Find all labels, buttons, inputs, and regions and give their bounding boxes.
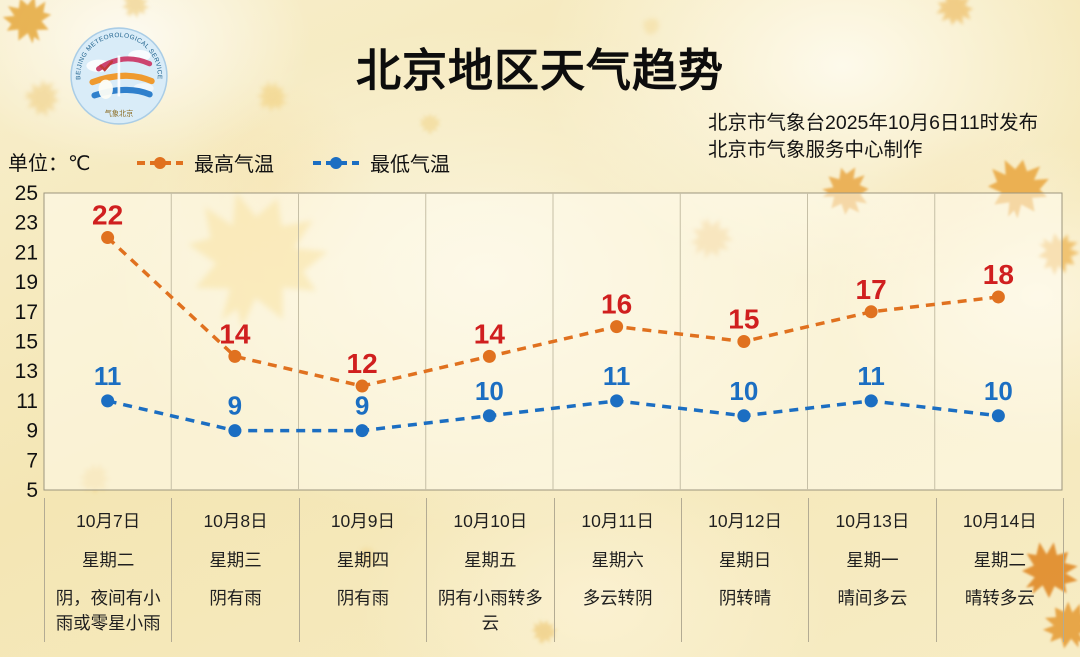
weather-label: 阴有小雨转多云 — [437, 588, 543, 634]
weekday-label: 星期三 — [209, 550, 262, 570]
min-temp-line — [107, 399, 999, 433]
logo-bottom-text: 气象北京 — [105, 109, 134, 118]
forecast-day-cell: 10月8日星期三阴有雨 — [172, 498, 300, 642]
min-temp-label: 10 — [475, 376, 504, 406]
y-axis-tick: 23 — [15, 212, 38, 235]
max-temp-label: 14 — [474, 318, 506, 349]
min-temp-point — [355, 424, 369, 438]
weekday-label: 星期二 — [81, 550, 135, 570]
forecast-day-cell: 10月11日 星期六多云转阴 — [555, 498, 682, 642]
max-temp-point — [228, 349, 242, 363]
min-temp-point — [101, 394, 115, 408]
weather-label: 阴转晴 — [718, 588, 772, 608]
y-axis-tick: 15 — [15, 331, 38, 354]
forecast-day-cell: 10月13日 星期一晴间多云 — [809, 498, 937, 642]
weekday-label: 星期四 — [336, 550, 390, 570]
max-temp-label: 15 — [728, 304, 759, 335]
date-label: 10月13日 — [835, 511, 910, 531]
forecast-day-cell: 10月7日星期二阴，夜间有小雨或零星小雨 — [45, 498, 173, 642]
legend-label-max: 最高气温 — [194, 154, 274, 176]
max-temp-point — [991, 290, 1005, 304]
date-label: 10月10日 — [453, 511, 528, 531]
max-temp-label: 22 — [92, 200, 123, 231]
weekday-label: 星期一 — [846, 550, 899, 570]
date-label: 10月8日 — [203, 511, 268, 531]
y-axis-tick: 17 — [15, 301, 38, 324]
weather-label: 阴，夜间有小雨或零星小雨 — [55, 588, 161, 634]
min-temp-label: 10 — [984, 376, 1013, 406]
unit-label: 单位：℃ — [8, 153, 91, 175]
weekday-label: 星期二 — [973, 550, 1027, 570]
weekday-label: 星期六 — [591, 550, 644, 570]
y-axis-tick: 13 — [15, 360, 38, 383]
date-label: 10月9日 — [330, 511, 396, 531]
weather-label: 阴有雨 — [336, 588, 390, 608]
logo-bulb-icon — [98, 79, 113, 99]
y-axis-tick: 19 — [15, 271, 38, 294]
max-temp-label: 12 — [347, 348, 378, 379]
max-temp-label: 16 — [601, 289, 632, 320]
min-temp-label: 10 — [729, 376, 758, 406]
weekday-label: 星期日 — [718, 550, 772, 570]
max-temp-label: 18 — [983, 259, 1014, 290]
weather-label: 多云转阴 — [582, 588, 653, 608]
logo-orange-swoosh — [89, 72, 155, 86]
min-temp-label: 11 — [857, 361, 885, 391]
min-temp-line-swatch — [313, 156, 359, 169]
beijing-meteorological-logo: BEIJING METEOROLOGICAL SERVICE 气象北京 — [70, 27, 168, 125]
min-temp-label: 9 — [228, 391, 242, 421]
forecast-table: 10月7日 星期二 阴，夜间有小雨或零星小雨 10月8日 星期三 阴有雨 10月9日 星期四阴… — [44, 498, 1064, 642]
page-title: 北京地区天气趋势 — [355, 45, 724, 96]
weather-label: 阴有雨 — [209, 588, 262, 608]
min-temp-point — [228, 424, 242, 438]
max-temp-line — [106, 236, 999, 388]
min-temp-point — [864, 394, 878, 408]
publisher-info: 北京市气象台2025年10月6日11时发布 北京市气象服务中心制作 — [708, 110, 1038, 164]
max-temp-point — [482, 349, 496, 363]
publisher-line-2: 北京市气象服务中心制作 — [708, 139, 923, 161]
min-temp-point — [482, 409, 496, 423]
min-temp-point — [610, 394, 624, 408]
date-label: 10月12日 — [708, 511, 783, 531]
weather-label: 晴间多云 — [837, 588, 908, 608]
forecast-day-cell: 10月9日星期四阴有雨 — [300, 498, 428, 642]
y-axis-tick: 9 — [26, 420, 38, 443]
min-temp-point — [991, 409, 1005, 423]
logo-bird-icon — [99, 60, 114, 72]
max-temp-point — [737, 335, 751, 348]
max-temp-label: 17 — [856, 274, 887, 305]
max-temp-label: 14 — [219, 318, 251, 349]
y-axis-tick: 21 — [15, 241, 38, 264]
logo-tower-icon — [117, 55, 121, 97]
y-axis-tick: 7 — [26, 449, 38, 472]
weekday-label: 星期五 — [464, 550, 517, 570]
legend-label-min: 最低气温 — [370, 154, 450, 176]
y-axis-tick: 5 — [26, 479, 38, 502]
legend-item-min-temp: 最低气温 — [312, 148, 450, 177]
max-temp-point — [864, 305, 878, 319]
min-temp-label: 11 — [94, 361, 122, 391]
max-temp-point — [610, 320, 624, 334]
legend: 最高气温 最低气温 — [136, 148, 450, 177]
max-temp-line-swatch — [137, 156, 183, 169]
forecast-day-cell: 10月12日 星期日阴转晴 — [682, 498, 810, 642]
weather-label: 晴转多云 — [964, 588, 1035, 608]
min-temp-label: 11 — [603, 361, 631, 391]
y-axis-tick: 11 — [16, 390, 38, 413]
forecast-day-cell: 10月14日 星期二晴转多云 — [937, 498, 1063, 642]
min-temp-label: 9 — [355, 391, 369, 421]
max-temp-point — [355, 379, 369, 393]
max-temp-point — [101, 231, 115, 245]
forecast-day-cell: 10月10日 星期五阴有小雨转多云 — [427, 498, 555, 642]
legend-item-max-temp: 最高气温 — [136, 148, 274, 177]
publisher-line-1: 北京市气象台2025年10月6日11时发布 — [708, 112, 1039, 134]
date-label: 10月11日 — [581, 511, 654, 531]
date-label: 10月14日 — [962, 511, 1037, 531]
date-label: 10月7日 — [76, 511, 141, 531]
y-axis-tick: 25 — [15, 182, 38, 205]
min-temp-point — [737, 409, 751, 423]
